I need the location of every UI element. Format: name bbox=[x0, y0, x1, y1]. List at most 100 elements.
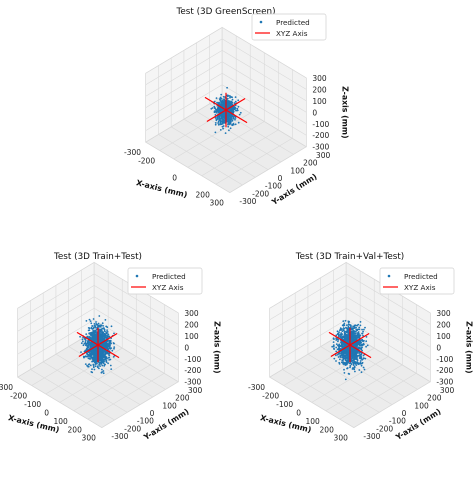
predicted-point bbox=[101, 364, 104, 367]
predicted-point bbox=[332, 344, 335, 347]
predicted-point bbox=[105, 356, 107, 359]
predicted-point bbox=[345, 326, 347, 329]
predicted-point bbox=[107, 334, 110, 336]
predicted-point bbox=[86, 364, 88, 367]
grid-line bbox=[101, 381, 179, 428]
predicted-point bbox=[100, 324, 103, 327]
predicted-point bbox=[354, 335, 357, 338]
z-axis-label: Z-axis (mm) bbox=[340, 86, 349, 138]
predicted-point bbox=[98, 335, 101, 338]
predicted-point bbox=[97, 322, 100, 325]
predicted-point bbox=[361, 339, 363, 341]
predicted-point bbox=[105, 344, 108, 347]
predicted-point bbox=[347, 356, 350, 359]
predicted-point bbox=[99, 359, 101, 362]
predicted-point bbox=[104, 352, 106, 355]
predicted-point bbox=[113, 332, 115, 335]
predicted-point bbox=[92, 329, 95, 332]
predicted-point bbox=[222, 95, 225, 98]
y-tick-label: 0 bbox=[402, 409, 407, 418]
predicted-point bbox=[347, 327, 350, 330]
legend-label-predicted: Predicted bbox=[404, 272, 438, 281]
predicted-point bbox=[110, 325, 113, 328]
chart-panel-2: -300-200-1000100200300-300-200-100010020… bbox=[0, 252, 221, 443]
predicted-point bbox=[222, 114, 225, 117]
chart-title: Test (3D Train+Val+Test) bbox=[295, 252, 405, 262]
predicted-point bbox=[340, 352, 343, 355]
predicted-point bbox=[347, 354, 350, 357]
predicted-point bbox=[352, 357, 355, 360]
predicted-point bbox=[91, 349, 94, 352]
predicted-point bbox=[102, 353, 105, 356]
predicted-point bbox=[102, 360, 105, 363]
predicted-point bbox=[87, 365, 90, 368]
predicted-point bbox=[103, 358, 106, 361]
y-tick-label: 0 bbox=[150, 409, 155, 418]
predicted-point bbox=[342, 346, 344, 349]
predicted-point bbox=[356, 328, 359, 331]
x-tick-label: -100 bbox=[276, 400, 293, 409]
predicted-point bbox=[342, 362, 344, 365]
z-tick-label: 300 bbox=[184, 309, 199, 318]
predicted-point bbox=[363, 339, 365, 342]
predicted-point bbox=[91, 360, 93, 363]
predicted-point bbox=[103, 328, 106, 331]
y-tick-label: 0 bbox=[278, 174, 283, 183]
predicted-point bbox=[354, 357, 357, 360]
predicted-point bbox=[98, 363, 101, 366]
y-tick-label: -200 bbox=[376, 424, 393, 433]
x-tick-label: 100 bbox=[306, 417, 321, 426]
predicted-point bbox=[353, 348, 355, 350]
predicted-point bbox=[95, 327, 97, 329]
predicted-point bbox=[94, 365, 97, 368]
legend-box bbox=[379, 267, 455, 295]
predicted-point bbox=[88, 332, 91, 335]
predicted-point bbox=[93, 356, 96, 358]
predicted-point bbox=[357, 363, 360, 366]
x-tick-label: 200 bbox=[320, 425, 335, 434]
predicted-point bbox=[227, 115, 230, 117]
legend-label-xyz: XYZ Axis bbox=[276, 29, 308, 38]
predicted-point bbox=[97, 326, 99, 328]
x-tick-label: 300 bbox=[210, 199, 225, 208]
predicted-point bbox=[95, 335, 97, 338]
predicted-point bbox=[223, 104, 225, 107]
predicted-point bbox=[356, 361, 359, 363]
predicted-point bbox=[102, 362, 105, 365]
predicted-point bbox=[93, 351, 95, 354]
predicted-point bbox=[359, 344, 362, 347]
legend-box bbox=[251, 13, 327, 41]
predicted-point bbox=[219, 119, 222, 122]
predicted-point bbox=[87, 344, 90, 347]
predicted-point bbox=[223, 98, 225, 101]
predicted-point bbox=[89, 364, 92, 367]
predicted-point bbox=[353, 324, 356, 327]
z-tick-label: 100 bbox=[436, 332, 451, 341]
predicted-point bbox=[215, 119, 218, 122]
z-tick-label: 0 bbox=[312, 108, 317, 117]
z-axis-label: Z-axis (mm) bbox=[212, 321, 221, 373]
predicted-point bbox=[352, 334, 355, 337]
y-tick-label: -200 bbox=[252, 189, 269, 198]
predicted-point bbox=[86, 342, 88, 345]
predicted-point bbox=[80, 351, 82, 353]
predicted-point bbox=[87, 346, 90, 349]
predicted-point bbox=[102, 370, 105, 372]
predicted-point bbox=[88, 329, 91, 331]
y-tick-label: -300 bbox=[111, 432, 128, 441]
predicted-point bbox=[231, 98, 234, 101]
predicted-point bbox=[218, 109, 221, 112]
predicted-point bbox=[335, 346, 338, 349]
grid-line bbox=[145, 27, 223, 74]
predicted-point bbox=[106, 331, 109, 333]
predicted-point bbox=[342, 320, 345, 322]
x-axis-label: X-axis (mm) bbox=[135, 178, 188, 199]
predicted-point bbox=[343, 344, 346, 346]
predicted-point bbox=[105, 325, 108, 328]
z-tick-label: 100 bbox=[184, 332, 199, 341]
predicted-point bbox=[350, 337, 353, 339]
legend-marker-predicted bbox=[259, 20, 263, 24]
predicted-point bbox=[343, 327, 346, 330]
predicted-point bbox=[91, 331, 94, 334]
